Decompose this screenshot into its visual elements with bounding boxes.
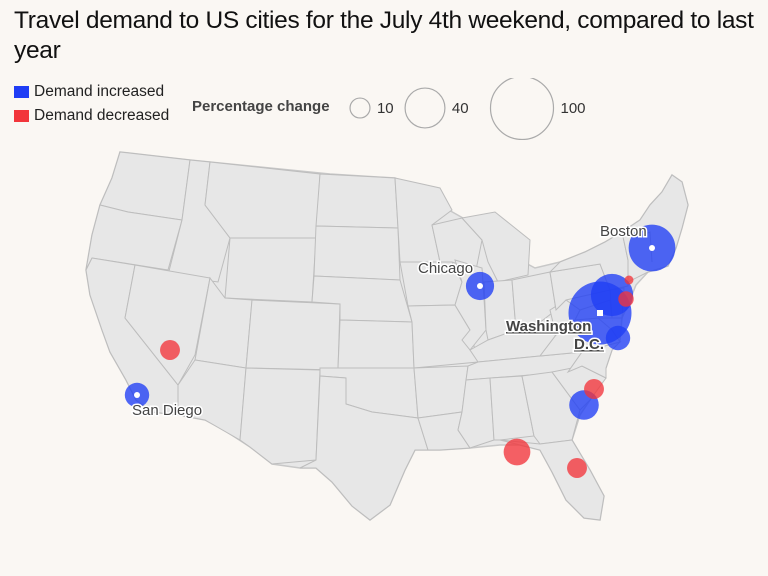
size-legend-value: 40 xyxy=(452,100,469,117)
state-north-dakota xyxy=(315,173,399,229)
legend-decrease-label: Demand decreased xyxy=(34,107,170,124)
size-legend-title: Percentage change xyxy=(192,98,330,115)
legend-increase-label: Demand increased xyxy=(34,83,165,100)
state-new-mexico xyxy=(239,367,321,465)
size-legend-value: 10 xyxy=(377,100,394,117)
state-kansas xyxy=(337,319,415,369)
decrease-bubble xyxy=(567,458,587,478)
decrease-bubble xyxy=(160,340,180,360)
size-legend-value: 100 xyxy=(561,100,586,117)
decrease-bubble xyxy=(503,438,531,466)
state-montana xyxy=(204,161,321,239)
city-label: Boston xyxy=(600,223,647,240)
size-legend-circle xyxy=(489,78,555,140)
size-legend-circles: 10 40 100 xyxy=(349,78,586,140)
city-marker xyxy=(649,245,655,251)
decrease-bubble xyxy=(624,275,634,285)
decrease-bubble xyxy=(584,379,604,399)
bubbles-layer xyxy=(124,224,676,478)
legend-decrease: Demand decreased xyxy=(14,104,169,128)
state-arkansas xyxy=(413,365,469,419)
chart-title: Travel demand to US cities for the July … xyxy=(14,7,754,64)
state-colorado xyxy=(245,299,341,371)
increase-bubble xyxy=(605,325,631,351)
city-label: San Diego xyxy=(132,402,202,419)
state-alabama xyxy=(489,375,535,441)
legend-increase: Demand increased xyxy=(14,80,169,104)
state-texas xyxy=(299,375,429,521)
city-marker xyxy=(477,283,483,289)
city-label: Washington xyxy=(506,318,591,335)
states-layer xyxy=(85,151,689,521)
size-legend-circle xyxy=(404,87,446,129)
color-legend: Demand increased Demand decreased xyxy=(14,80,169,128)
state-nevada xyxy=(124,264,211,386)
state-arizona xyxy=(177,359,247,441)
size-legend-circle xyxy=(349,97,371,119)
state-michigan xyxy=(461,211,531,283)
increase-swatch xyxy=(14,86,29,98)
state-ohio xyxy=(511,271,557,331)
city-marker xyxy=(134,392,140,398)
capital-marker xyxy=(597,310,603,316)
city-label-line2: D.C. xyxy=(574,336,604,353)
state-wyoming xyxy=(224,237,317,303)
state-south-dakota xyxy=(313,225,401,281)
decrease-bubble xyxy=(618,291,634,307)
decrease-swatch xyxy=(14,110,29,122)
city-label: Chicago xyxy=(418,260,473,277)
